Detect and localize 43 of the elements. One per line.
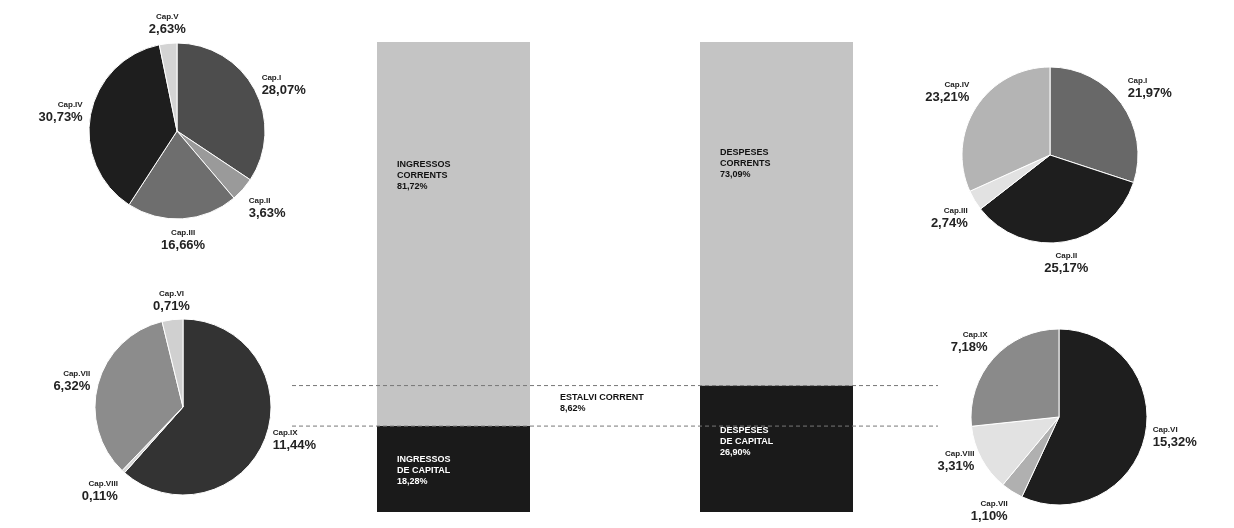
- data-label: 1,10%: [970, 508, 1009, 524]
- data-label: 15,32%: [1152, 433, 1198, 449]
- ref-line-label: ESTALVI CORRENT 8,62%: [560, 391, 645, 413]
- slice-label: Cap.VIII: [88, 478, 118, 488]
- slice-label: Cap.VI: [1152, 424, 1178, 434]
- bar: [700, 385, 853, 512]
- data-label: 2,74%: [930, 214, 969, 230]
- data-label: DESPESES CORRENTS 73,09%: [720, 147, 771, 180]
- data-label: 23,21%: [925, 88, 970, 104]
- slice-label: Cap.VIII: [945, 449, 975, 459]
- data-label: DESPESES DE CAPITAL 26,90%: [720, 425, 774, 458]
- data-label: 11,44%: [272, 437, 317, 453]
- data-label: 7,18%: [950, 338, 989, 354]
- slice-label: Cap.IX: [272, 428, 299, 438]
- slice-label: Cap.VI: [159, 288, 184, 298]
- slice-label: Cap.III: [171, 227, 196, 237]
- data-label: 16,66%: [161, 236, 206, 252]
- bar: [377, 426, 530, 512]
- data-label: 0,11%: [81, 487, 119, 503]
- slice-label: Cap.V: [155, 12, 180, 22]
- data-label: 21,97%: [1127, 84, 1173, 100]
- slice-label: Cap.IV: [944, 79, 970, 89]
- slice-label: Cap.IV: [57, 100, 84, 110]
- data-label: 3,31%: [937, 458, 975, 474]
- data-label: INGRESSOS DE CAPITAL 18,28%: [397, 453, 451, 486]
- data-label: INGRESSOS CORRENTS 81,72%: [397, 159, 451, 192]
- data-label: 0,71%: [153, 297, 191, 313]
- data-label: 28,07%: [261, 81, 307, 97]
- data-label: 6,32%: [53, 378, 91, 394]
- bar: [700, 42, 853, 386]
- slice-label: Cap.VII: [63, 369, 91, 379]
- data-label: 3,63%: [248, 204, 287, 220]
- data-label: 30,73%: [38, 109, 84, 125]
- data-label: 25,17%: [1044, 259, 1089, 275]
- slice-label: Cap.II: [248, 195, 271, 205]
- slice-label: Cap.VII: [980, 499, 1008, 509]
- data-label: 2,63%: [148, 21, 187, 37]
- bar: [377, 42, 530, 427]
- slice-label: Cap.II: [1055, 250, 1078, 260]
- slice-label: Cap.I: [261, 72, 282, 82]
- slice-label: Cap.I: [1127, 75, 1148, 85]
- slice-label: Cap.IX: [962, 329, 989, 339]
- slice-label: Cap.III: [943, 205, 968, 215]
